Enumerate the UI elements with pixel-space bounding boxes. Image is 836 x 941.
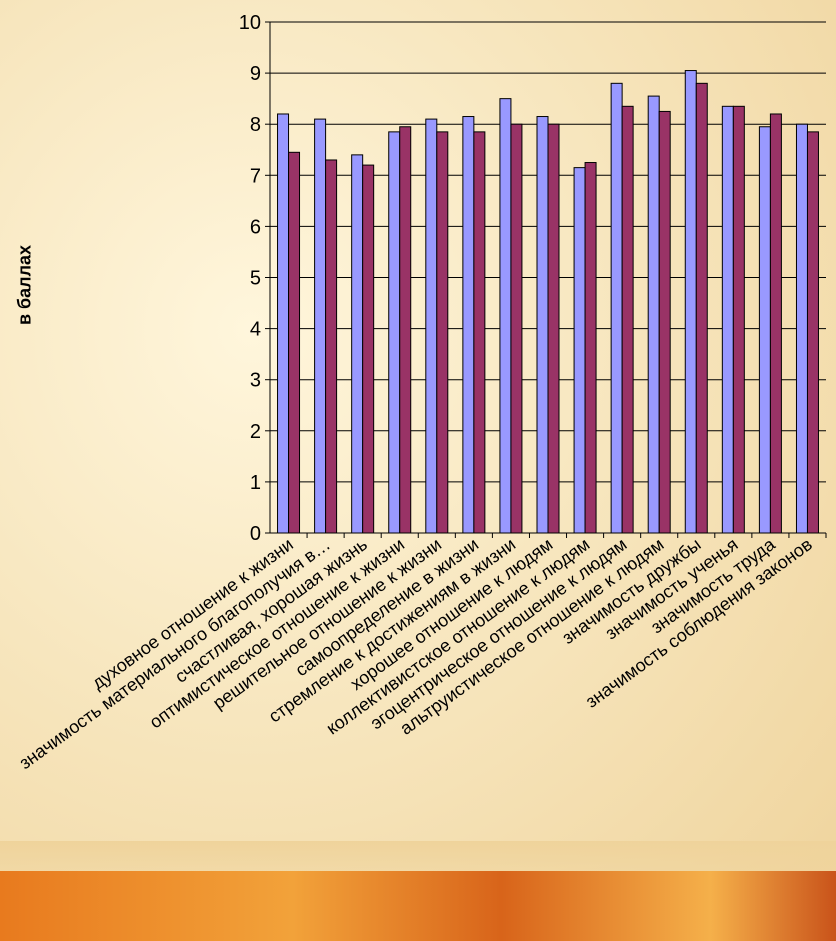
bar-series-1 (536, 116, 549, 534)
y-tick-label: 2 (250, 421, 261, 443)
bar-series-2 (621, 105, 634, 534)
bar-series-1 (573, 167, 586, 534)
bar-series-1 (462, 116, 475, 534)
y-tick-label: 10 (239, 12, 261, 34)
y-tick-label: 6 (250, 216, 261, 238)
chart-y-tick-labels: 0 1 2 3 4 5 6 7 8 9 10 (239, 12, 261, 545)
chart-bars (277, 70, 819, 534)
bar-series-1 (425, 118, 438, 534)
bar-series-1 (277, 113, 290, 534)
bar-series-1 (795, 123, 808, 534)
bar-series-1 (721, 105, 734, 534)
bar-series-2 (325, 159, 338, 534)
bar-series-2 (732, 105, 745, 534)
background-orange-band (0, 871, 836, 941)
y-tick-label: 3 (250, 370, 261, 392)
y-tick-label: 1 (250, 472, 261, 494)
bar-series-1 (647, 95, 660, 534)
bar-series-1 (758, 126, 771, 534)
bar-series-1 (610, 82, 623, 534)
bar-series-2 (510, 123, 523, 534)
y-tick-label: 9 (250, 63, 261, 85)
chart-axes (265, 21, 827, 538)
y-tick-label: 5 (250, 268, 261, 290)
bar-series-2 (584, 162, 597, 534)
y-tick-label: 8 (250, 114, 261, 136)
bar-series-2 (658, 110, 671, 534)
y-tick-label: 7 (250, 165, 261, 187)
bar-series-1 (388, 131, 401, 534)
bar-series-2 (362, 164, 375, 534)
bar-series-2 (769, 113, 782, 534)
y-axis-label: в баллах (14, 244, 35, 326)
bar-series-2 (288, 151, 301, 534)
bar-series-1 (314, 118, 327, 534)
y-tick-label: 0 (250, 523, 261, 545)
bar-series-2 (806, 131, 819, 534)
y-tick-label: 4 (250, 319, 261, 341)
bar-series-2 (473, 131, 486, 534)
bar-series-2 (547, 123, 560, 534)
bar-series-1 (499, 98, 512, 534)
bar-series-2 (399, 126, 412, 534)
bar-series-2 (695, 82, 708, 534)
bar-series-1 (684, 70, 697, 534)
bar-series-1 (351, 154, 364, 534)
bar-series-2 (436, 131, 449, 534)
